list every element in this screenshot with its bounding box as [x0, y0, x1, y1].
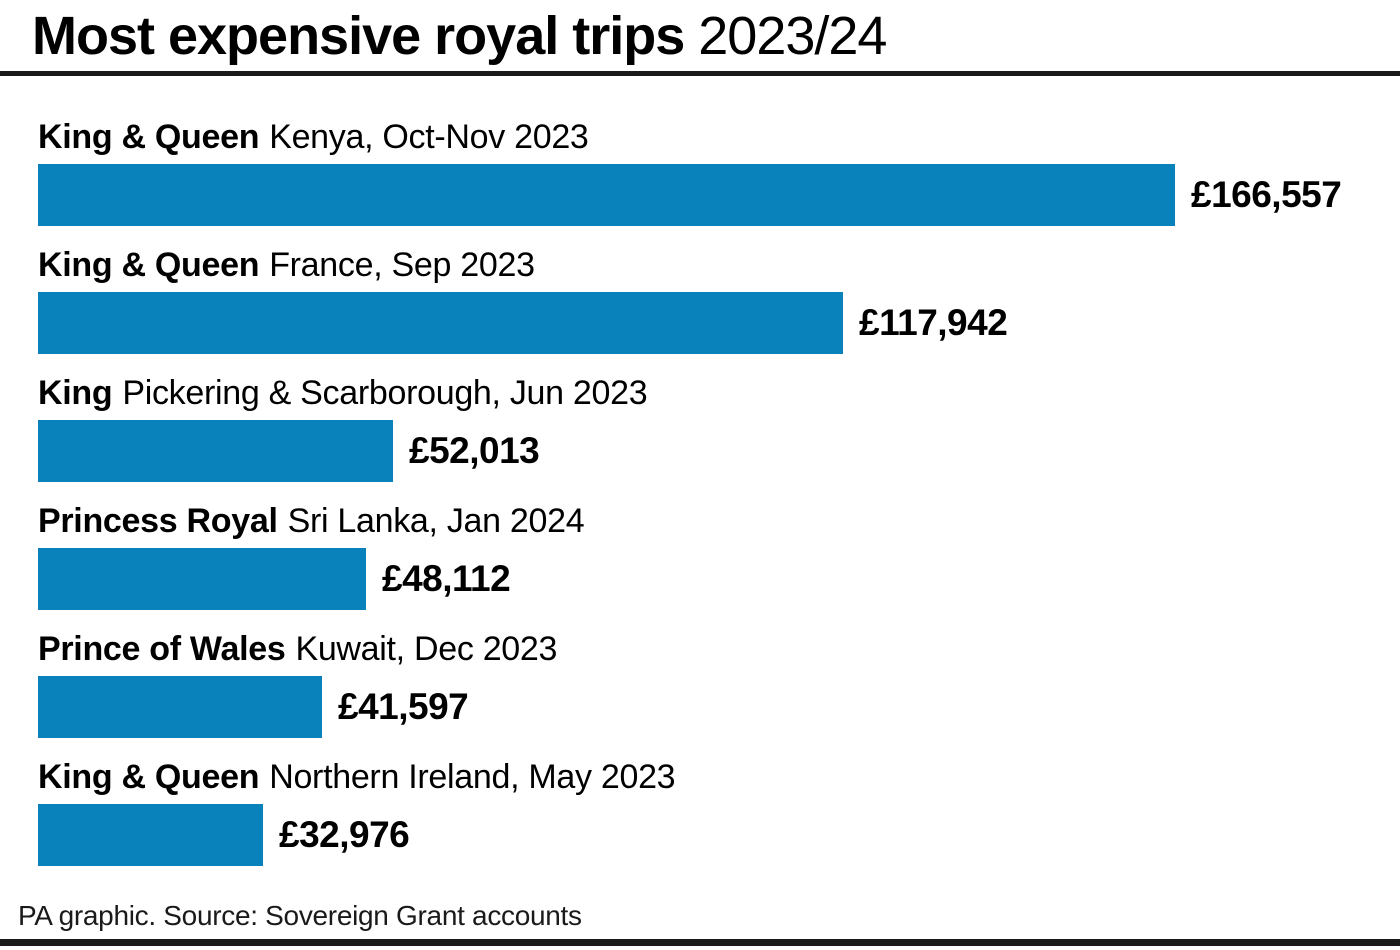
bar-label: King & Queen Kenya, Oct-Nov 2023 [38, 116, 1400, 158]
bar [38, 804, 263, 866]
bar-chart-area: King & Queen Kenya, Oct-Nov 2023 £166,557… [0, 76, 1400, 866]
bar-row: King & Queen Northern Ireland, May 2023 £… [38, 756, 1400, 866]
bar-label-traveller: Princess Royal [38, 502, 278, 540]
chart-title-main: Most expensive royal trips [32, 6, 685, 66]
bar-label-traveller: King & Queen [38, 246, 260, 284]
bar-value: £48,112 [382, 558, 511, 599]
chart-footer: PA graphic. Source: Sovereign Grant acco… [0, 899, 1400, 950]
bar-line: £48,112 [38, 548, 1400, 610]
chart-header: Most expensive royal trips 2023/24 [0, 0, 1400, 66]
bar [38, 292, 843, 354]
bar-label-traveller: King [38, 374, 113, 412]
bar-label-traveller: King & Queen [38, 118, 260, 156]
bar-label-trip: Kenya, Oct-Nov 2023 [269, 118, 589, 156]
bar [38, 676, 322, 738]
title-divider-rule [0, 71, 1400, 76]
bar-label-trip: Northern Ireland, May 2023 [269, 758, 676, 796]
bar-label: King & Queen France, Sep 2023 [38, 244, 1400, 286]
bar-label-trip: Kuwait, Dec 2023 [295, 630, 558, 668]
bar-row: Prince of Wales Kuwait, Dec 2023 £41,597 [38, 628, 1400, 738]
bar-value: £117,942 [859, 302, 1008, 343]
bar-line: £41,597 [38, 676, 1400, 738]
bar-value: £32,976 [279, 814, 410, 855]
bar-label-traveller: King & Queen [38, 758, 260, 796]
bar-line: £117,942 [38, 292, 1400, 354]
source-note: PA graphic. Source: Sovereign Grant acco… [18, 900, 582, 931]
bar-label-traveller: Prince of Wales [38, 630, 286, 668]
bar-row: Princess Royal Sri Lanka, Jan 2024 £48,11… [38, 500, 1400, 610]
bar-label: King Pickering & Scarborough, Jun 2023 [38, 372, 1400, 414]
bar-value: £41,597 [338, 686, 469, 727]
bar-row: King & Queen Kenya, Oct-Nov 2023 £166,557 [38, 116, 1400, 226]
bar-value: £52,013 [409, 430, 540, 471]
bar [38, 164, 1175, 226]
bar-row: King Pickering & Scarborough, Jun 2023 £5… [38, 372, 1400, 482]
bar-label: King & Queen Northern Ireland, May 2023 [38, 756, 1400, 798]
bar-row: King & Queen France, Sep 2023 £117,942 [38, 244, 1400, 354]
bar-line: £166,557 [38, 164, 1400, 226]
bar-value: £166,557 [1191, 174, 1342, 215]
bar-label-trip: Sri Lanka, Jan 2024 [287, 502, 585, 540]
bottom-rule [0, 939, 1400, 946]
chart-title-year: 2023/24 [698, 6, 887, 66]
chart-title: Most expensive royal trips 2023/24 [32, 6, 1370, 66]
bar-line: £32,976 [38, 804, 1400, 866]
bar-label-trip: Pickering & Scarborough, Jun 2023 [122, 374, 648, 412]
bar [38, 548, 366, 610]
bar-label-trip: France, Sep 2023 [269, 246, 535, 284]
bar-label: Prince of Wales Kuwait, Dec 2023 [38, 628, 1400, 670]
bar-label: Princess Royal Sri Lanka, Jan 2024 [38, 500, 1400, 542]
bar-line: £52,013 [38, 420, 1400, 482]
bar [38, 420, 393, 482]
